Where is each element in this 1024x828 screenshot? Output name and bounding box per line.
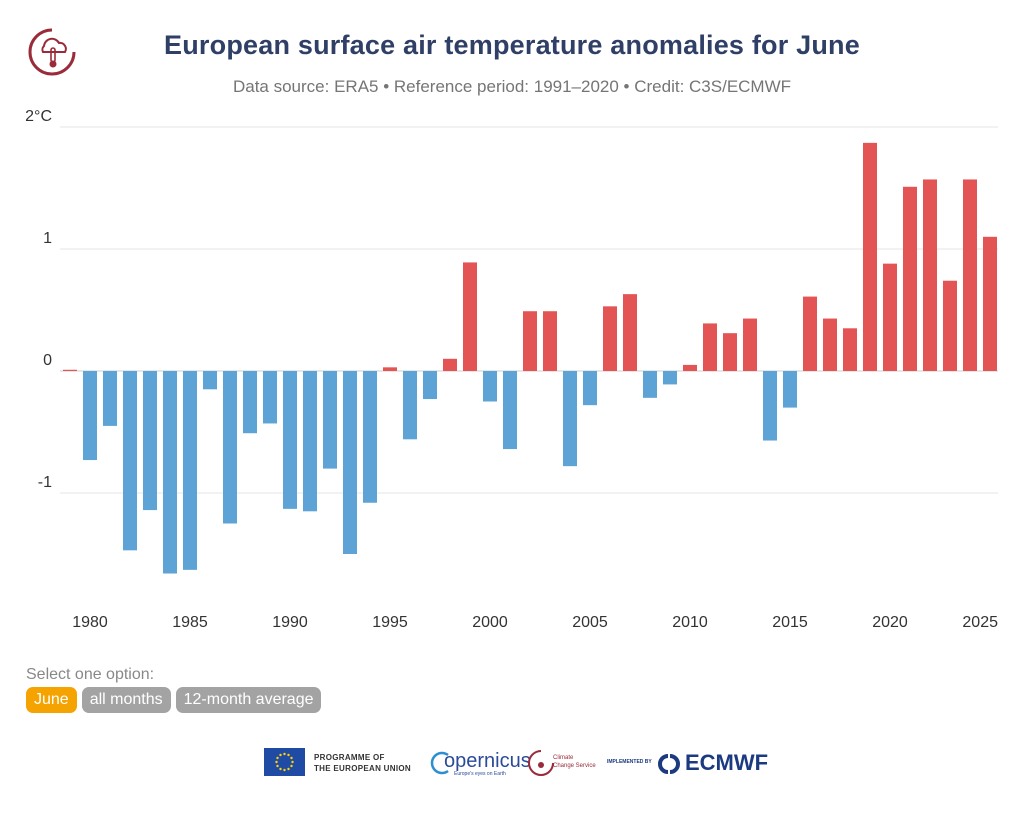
bar-2023[interactable] [943, 280, 957, 371]
copernicus-c-icon [430, 751, 449, 775]
chart-title: European surface air temperature anomali… [164, 30, 860, 60]
y-tick-label: 0 [43, 352, 52, 369]
bar-chart: 2°C 1 0 -1 1980 1985 1990 1995 2000 2005 2010 2015… [25, 108, 998, 631]
bar-1992[interactable] [323, 371, 337, 469]
x-tick-label: 1995 [372, 614, 408, 631]
bar-2024[interactable] [963, 179, 977, 371]
bar-2019[interactable] [863, 142, 877, 371]
bar-2009[interactable] [663, 371, 677, 385]
bar-2013[interactable] [743, 318, 757, 371]
bar-1979[interactable] [63, 369, 77, 371]
bar-2008[interactable] [643, 371, 657, 398]
bar-1984[interactable] [163, 371, 177, 574]
eu-flag-icon [264, 748, 305, 776]
bar-2025[interactable] [983, 236, 997, 371]
bar-2020[interactable] [883, 263, 897, 371]
option-june-button[interactable]: June [26, 687, 77, 713]
bar-2005[interactable] [583, 371, 597, 406]
select-label: Select one option: [26, 666, 155, 683]
bar-1982[interactable] [123, 371, 137, 551]
copernicus-logo-text: opernicus [444, 750, 531, 772]
bar-1991[interactable] [303, 371, 317, 512]
bar-2018[interactable] [843, 328, 857, 371]
footer-logos: PROGRAMME OF THE EUROPEAN UNION opernicu… [0, 744, 1024, 784]
y-tick-label: 1 [43, 230, 52, 247]
bar-1981[interactable] [103, 371, 117, 426]
bar-1997[interactable] [423, 371, 437, 400]
bar-1989[interactable] [263, 371, 277, 424]
bar-2000[interactable] [483, 371, 497, 402]
x-tick-label: 2005 [572, 614, 608, 631]
x-tick-label: 1985 [172, 614, 208, 631]
x-tick-label: 1990 [272, 614, 308, 631]
x-tick-label: 2020 [872, 614, 908, 631]
bar-2014[interactable] [763, 371, 777, 441]
c3s-logo-icon [28, 28, 76, 76]
option-group: June all months 12-month average [26, 687, 322, 713]
bar-2004[interactable] [563, 371, 577, 467]
x-tick-label: 2010 [672, 614, 708, 631]
bar-1988[interactable] [243, 371, 257, 434]
bar-2012[interactable] [723, 333, 737, 371]
c3s-footer-text: Climate Change Service [553, 755, 596, 769]
bar-2021[interactable] [903, 186, 917, 371]
bar-1983[interactable] [143, 371, 157, 511]
ecmwf-logo-text: ECMWF [685, 750, 769, 775]
bar-2001[interactable] [503, 371, 517, 450]
bar-2003[interactable] [543, 311, 557, 371]
bar-1985[interactable] [183, 371, 197, 570]
ecmwf-mark-icon [658, 754, 680, 774]
bar-2016[interactable] [803, 296, 817, 371]
y-tick-label: 2°C [25, 108, 52, 125]
bar-1998[interactable] [443, 358, 457, 371]
x-tick-label: 2000 [472, 614, 508, 631]
eu-programme-text: PROGRAMME OF THE EUROPEAN UNION [314, 753, 411, 773]
bar-2015[interactable] [783, 371, 797, 408]
bar-2002[interactable] [523, 311, 537, 371]
bar-1986[interactable] [203, 371, 217, 390]
bar-1995[interactable] [383, 367, 397, 371]
chart-subtitle: Data source: ERA5 • Reference period: 19… [232, 77, 792, 96]
bar-2017[interactable] [823, 318, 837, 371]
x-tick-label: 1980 [72, 614, 108, 631]
option-12-month-average-button[interactable]: 12-month average [175, 687, 322, 713]
bar-1993[interactable] [343, 371, 357, 554]
bar-2006[interactable] [603, 306, 617, 371]
bar-2007[interactable] [623, 294, 637, 371]
y-tick-label: -1 [38, 474, 52, 491]
x-tick-label: 2025 [962, 614, 998, 631]
bar-2011[interactable] [703, 323, 717, 371]
bar-2022[interactable] [923, 179, 937, 371]
implemented-by-text: IMPLEMENTED BY [607, 759, 652, 765]
bar-1996[interactable] [403, 371, 417, 440]
bar-1987[interactable] [223, 371, 237, 524]
bar-2010[interactable] [683, 364, 697, 371]
option-all-months-button[interactable]: all months [81, 687, 171, 713]
bar-1999[interactable] [463, 262, 477, 371]
x-tick-label: 2015 [772, 614, 808, 631]
bar-1990[interactable] [283, 371, 297, 509]
copernicus-subtext: Europe's eyes on Earth [454, 771, 506, 777]
bar-1980[interactable] [83, 371, 97, 461]
bar-1994[interactable] [363, 371, 377, 503]
c3s-footer-icon [528, 750, 554, 776]
